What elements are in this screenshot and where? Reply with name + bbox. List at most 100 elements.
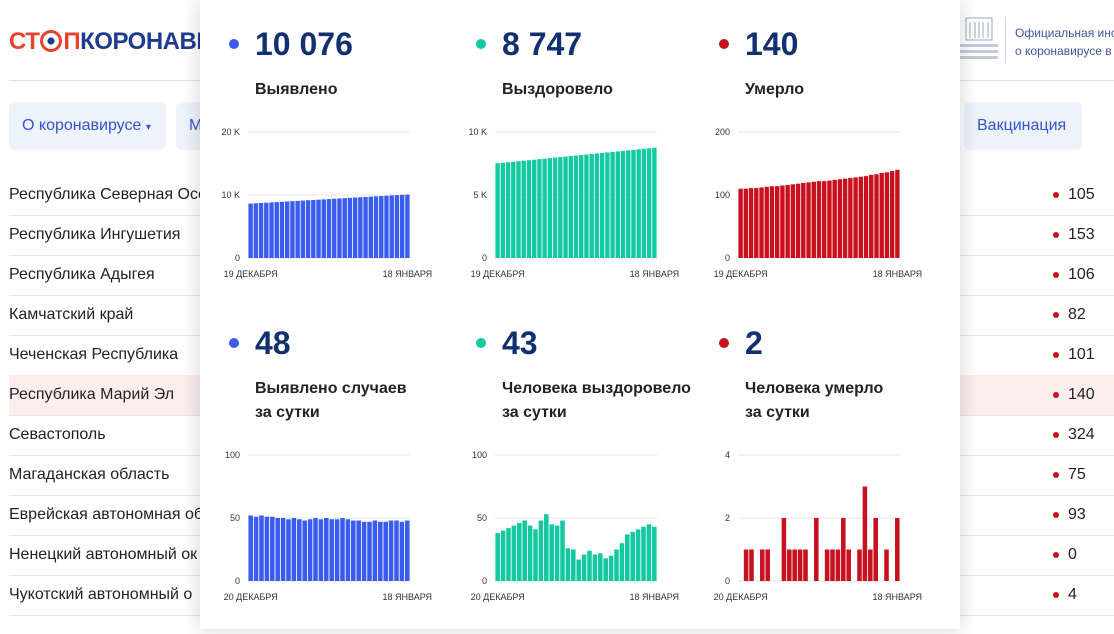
region-value: 106 [1068, 266, 1095, 283]
bar [615, 151, 621, 258]
bar [368, 196, 374, 258]
nav-button[interactable]: О коронавирусе ▾ [9, 102, 166, 150]
bar [743, 549, 749, 581]
bar [652, 147, 657, 258]
stat-title: Выявлено случаев [255, 380, 407, 397]
legend-dot [719, 338, 729, 348]
bar [873, 518, 878, 581]
bar [533, 529, 538, 581]
region-name: Республика Северная Осе [9, 186, 207, 203]
status-dot [1053, 592, 1059, 598]
y-tick-label: 0 [235, 253, 240, 263]
bar [635, 529, 641, 581]
separator [1005, 18, 1006, 62]
region-name: Севастополь [9, 426, 106, 443]
bar [879, 172, 884, 258]
status-dot [1053, 512, 1059, 518]
x-tick-label: 18 ЯНВАРЯ [873, 592, 923, 602]
gov-text: Официальная инс [1015, 26, 1114, 40]
y-tick-label: 10 K [221, 190, 240, 200]
bar [884, 549, 889, 581]
bar [321, 199, 326, 258]
bar [356, 520, 361, 581]
bar [399, 194, 405, 258]
bar [573, 155, 579, 258]
status-dot [1053, 192, 1059, 198]
bar [646, 524, 652, 581]
bar [522, 520, 527, 581]
bar [641, 526, 646, 581]
bar [630, 531, 635, 581]
bar [605, 152, 610, 258]
bar [792, 549, 797, 581]
bar [781, 518, 787, 581]
bar [549, 524, 554, 581]
bar [765, 549, 770, 581]
headline-value: 48 [255, 325, 291, 361]
region-name: Магаданская область [9, 466, 170, 483]
bar [291, 518, 297, 581]
bar [858, 176, 864, 258]
nav-button[interactable]: Вакцинация [964, 102, 1082, 150]
bar [378, 521, 383, 581]
bar [790, 184, 796, 258]
bar [511, 525, 517, 581]
x-tick-label: 18 ЯНВАРЯ [383, 592, 433, 602]
bar [526, 160, 532, 258]
y-tick-label: 0 [725, 576, 730, 586]
bar [563, 156, 568, 258]
bar [538, 520, 544, 581]
stat-title: Выявлено [255, 81, 338, 98]
bar [334, 519, 340, 581]
bar [884, 172, 890, 258]
bar [259, 515, 264, 581]
region-name: Республика Ингушетия [9, 226, 181, 243]
bar [500, 530, 506, 581]
bar [801, 183, 806, 258]
bar [326, 199, 332, 258]
bar [517, 523, 522, 581]
bar [307, 519, 313, 581]
bar [405, 520, 410, 581]
bar [614, 549, 619, 581]
bar [646, 148, 652, 258]
x-tick-label: 20 ДЕКАБРЯ [714, 592, 768, 602]
bar [797, 549, 803, 581]
logo[interactable]: СТ ПКОРОНАВИ [9, 28, 214, 56]
bar [405, 194, 410, 258]
x-tick-label: 18 ЯНВАРЯ [383, 269, 433, 279]
bar [636, 149, 641, 258]
bar [531, 159, 537, 258]
bar [568, 156, 573, 258]
region-name: Ненецкий автономный ок [9, 546, 198, 563]
bar [345, 519, 351, 581]
bar [641, 148, 647, 258]
logo-text: П [63, 28, 81, 55]
bar [358, 197, 363, 258]
gov-text: о коронавирусе в [1015, 44, 1112, 58]
logo-text: СТ [9, 28, 40, 55]
bar [846, 549, 851, 581]
bar [610, 151, 615, 258]
bar [558, 157, 563, 258]
bar [560, 520, 565, 581]
bar [816, 181, 822, 258]
headline-value: 2 [745, 325, 763, 361]
bar [785, 184, 790, 258]
bar [827, 180, 832, 258]
headline-value: 8 747 [502, 26, 582, 62]
nav-label: Вакцинация [977, 117, 1067, 134]
bar [313, 518, 318, 581]
bar [579, 155, 584, 258]
x-tick-label: 19 ДЕКАБРЯ [714, 269, 768, 279]
bar [329, 519, 334, 581]
bar [565, 548, 571, 581]
bar [297, 519, 302, 581]
bar [743, 188, 749, 258]
bar [889, 171, 895, 258]
bar [830, 549, 835, 581]
y-tick-label: 100 [715, 190, 730, 200]
bar [516, 161, 521, 258]
